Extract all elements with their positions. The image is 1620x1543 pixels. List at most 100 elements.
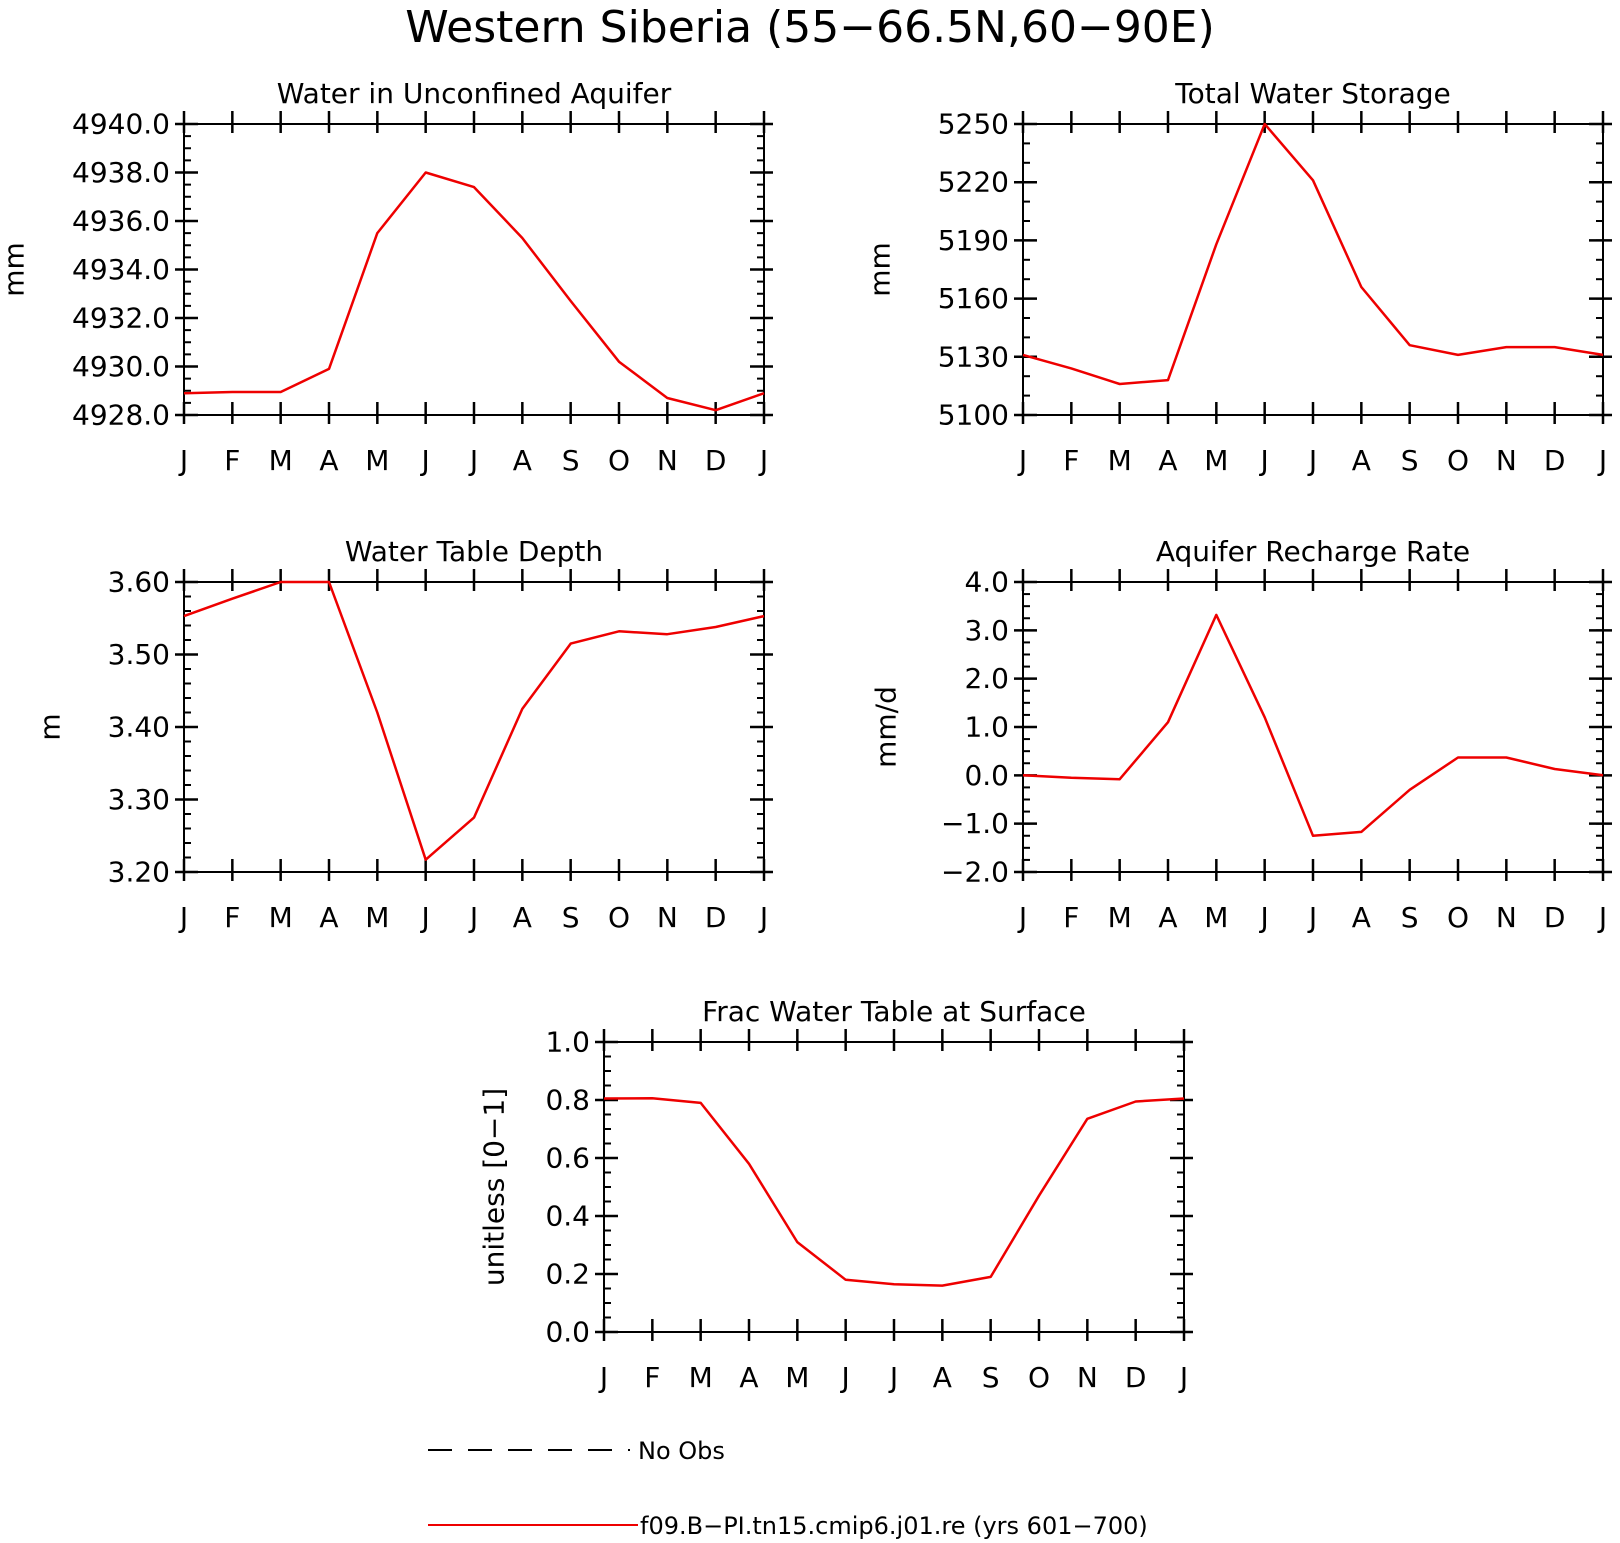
y-tick-label: 0.2 [545,1258,590,1291]
y-tick-label: 5250 [938,108,1009,141]
x-tick-label: J [1178,1361,1188,1394]
x-tick-label: N [1496,901,1517,934]
x-tick-label: O [1028,1361,1050,1394]
y-tick-label: 4940.0 [72,108,170,141]
y-tick-label: 1.0 [545,1026,590,1059]
x-tick-label: A [1158,901,1177,934]
x-tick-label: O [1447,444,1469,477]
x-tick-label: J [1017,901,1027,934]
y-tick-label: 0.8 [545,1084,590,1117]
x-tick-label: S [562,901,580,934]
x-tick-label: J [468,444,478,477]
x-tick-label: M [785,1361,809,1394]
x-tick-label: D [1544,444,1566,477]
panel-frac-water-table: Frac Water Table at Surface unitless [0−1… [478,995,1193,1394]
x-tick-label: J [598,1361,608,1394]
y-tick-label: 1.0 [964,711,1009,744]
y-tick-label: 4934.0 [72,253,170,286]
x-tick-label: A [1352,444,1371,477]
y-tick-label: 5220 [938,166,1009,199]
y-tick-label: 5130 [938,340,1009,373]
y-tick-label: 3.30 [108,783,170,816]
legend-obs-label: No Obs [638,1437,725,1465]
x-tick-label: J [1017,444,1027,477]
x-tick-label: J [1307,444,1317,477]
y-tick-label: 4928.0 [72,399,170,432]
x-tick-label: F [1063,444,1079,477]
x-tick-label: J [178,444,188,477]
y-tick-label: 3.0 [964,614,1009,647]
x-tick-label: M [689,1361,713,1394]
panel-title: Total Water Storage [1174,77,1451,110]
plot-frame [1022,123,1604,416]
panel-recharge-rate: Aquifer Recharge Rate mm/d −2.0 −1.0 0.0 1.0 2… [870,535,1612,934]
x-tick-label: D [1125,1361,1147,1394]
y-axis-label: mm/d [870,686,903,768]
plot-frame [1022,581,1604,873]
y-tick-label: 0.4 [545,1200,590,1233]
x-tick-label: F [224,901,240,934]
x-tick-label: A [933,1361,952,1394]
series-line-model [1022,122,1604,386]
y-axis-label: mm [0,242,31,297]
legend: No Obs f09.B−PI.tn15.cmip6.j01.re (yrs 6… [428,1437,1148,1540]
figure-title: Western Siberia (55−66.5N,60−90E) [405,2,1215,53]
y-tick-label: 3.40 [108,711,170,744]
panel-title: Water in Unconfined Aquifer [277,77,672,110]
x-tick-label: D [705,901,727,934]
chart-panels: Water in Unconfined Aquifer mm 4928.0 4930.… [0,77,1612,1394]
y-tick-label: 5190 [938,224,1009,257]
x-tick-label: J [1307,901,1317,934]
x-tick-label: M [365,901,389,934]
x-tick-label: F [224,444,240,477]
x-tick-label: S [562,444,580,477]
series-line-model [603,1097,1185,1287]
x-tick-label: O [608,444,630,477]
x-tick-label: M [1204,444,1228,477]
y-tick-label: −2.0 [941,856,1009,889]
x-tick-label: J [1259,901,1269,934]
x-tick-label: S [982,1361,1000,1394]
series-line-model [183,171,765,412]
y-tick-label: 4932.0 [72,302,170,335]
y-tick-label: −1.0 [941,807,1009,840]
x-tick-label: A [739,1361,758,1394]
x-tick-label: M [269,444,293,477]
x-tick-label: N [1077,1361,1098,1394]
y-tick-label: 5100 [938,399,1009,432]
x-tick-label: J [420,901,430,934]
x-tick-label: F [1063,901,1079,934]
y-tick-label: 2.0 [964,662,1009,695]
x-tick-label: J [840,1361,850,1394]
y-tick-label: 0.6 [545,1142,590,1175]
y-tick-label: 4930.0 [72,350,170,383]
y-tick-label: 4936.0 [72,205,170,238]
y-tick-label: 3.50 [108,638,170,671]
y-axis-label: m [34,713,67,740]
plot-frame [183,123,765,416]
x-tick-label: S [1401,444,1419,477]
y-tick-label: 0.0 [545,1316,590,1349]
x-tick-label: N [657,901,678,934]
y-tick-label: 3.60 [108,566,170,599]
x-tick-label: J [1597,444,1607,477]
x-tick-label: F [644,1361,660,1394]
x-tick-label: J [178,901,188,934]
x-tick-label: D [705,444,727,477]
y-tick-label: 4.0 [964,566,1009,599]
y-axis-label: unitless [0−1] [478,1088,511,1286]
series-line-model [183,580,765,861]
x-tick-label: N [1496,444,1517,477]
x-tick-label: J [1259,444,1269,477]
series-line-model [1022,613,1604,838]
x-tick-label: O [608,901,630,934]
panel-total-water-storage: Total Water Storage mm 5100 5130 5160 5190 522… [864,77,1612,477]
plot-frame [603,1041,1185,1333]
x-tick-label: J [758,444,768,477]
panel-unconfined-aquifer: Water in Unconfined Aquifer mm 4928.0 4930.… [0,77,773,477]
y-tick-label: 0.0 [964,759,1009,792]
x-tick-label: M [365,444,389,477]
x-tick-label: J [420,444,430,477]
x-tick-label: J [468,901,478,934]
